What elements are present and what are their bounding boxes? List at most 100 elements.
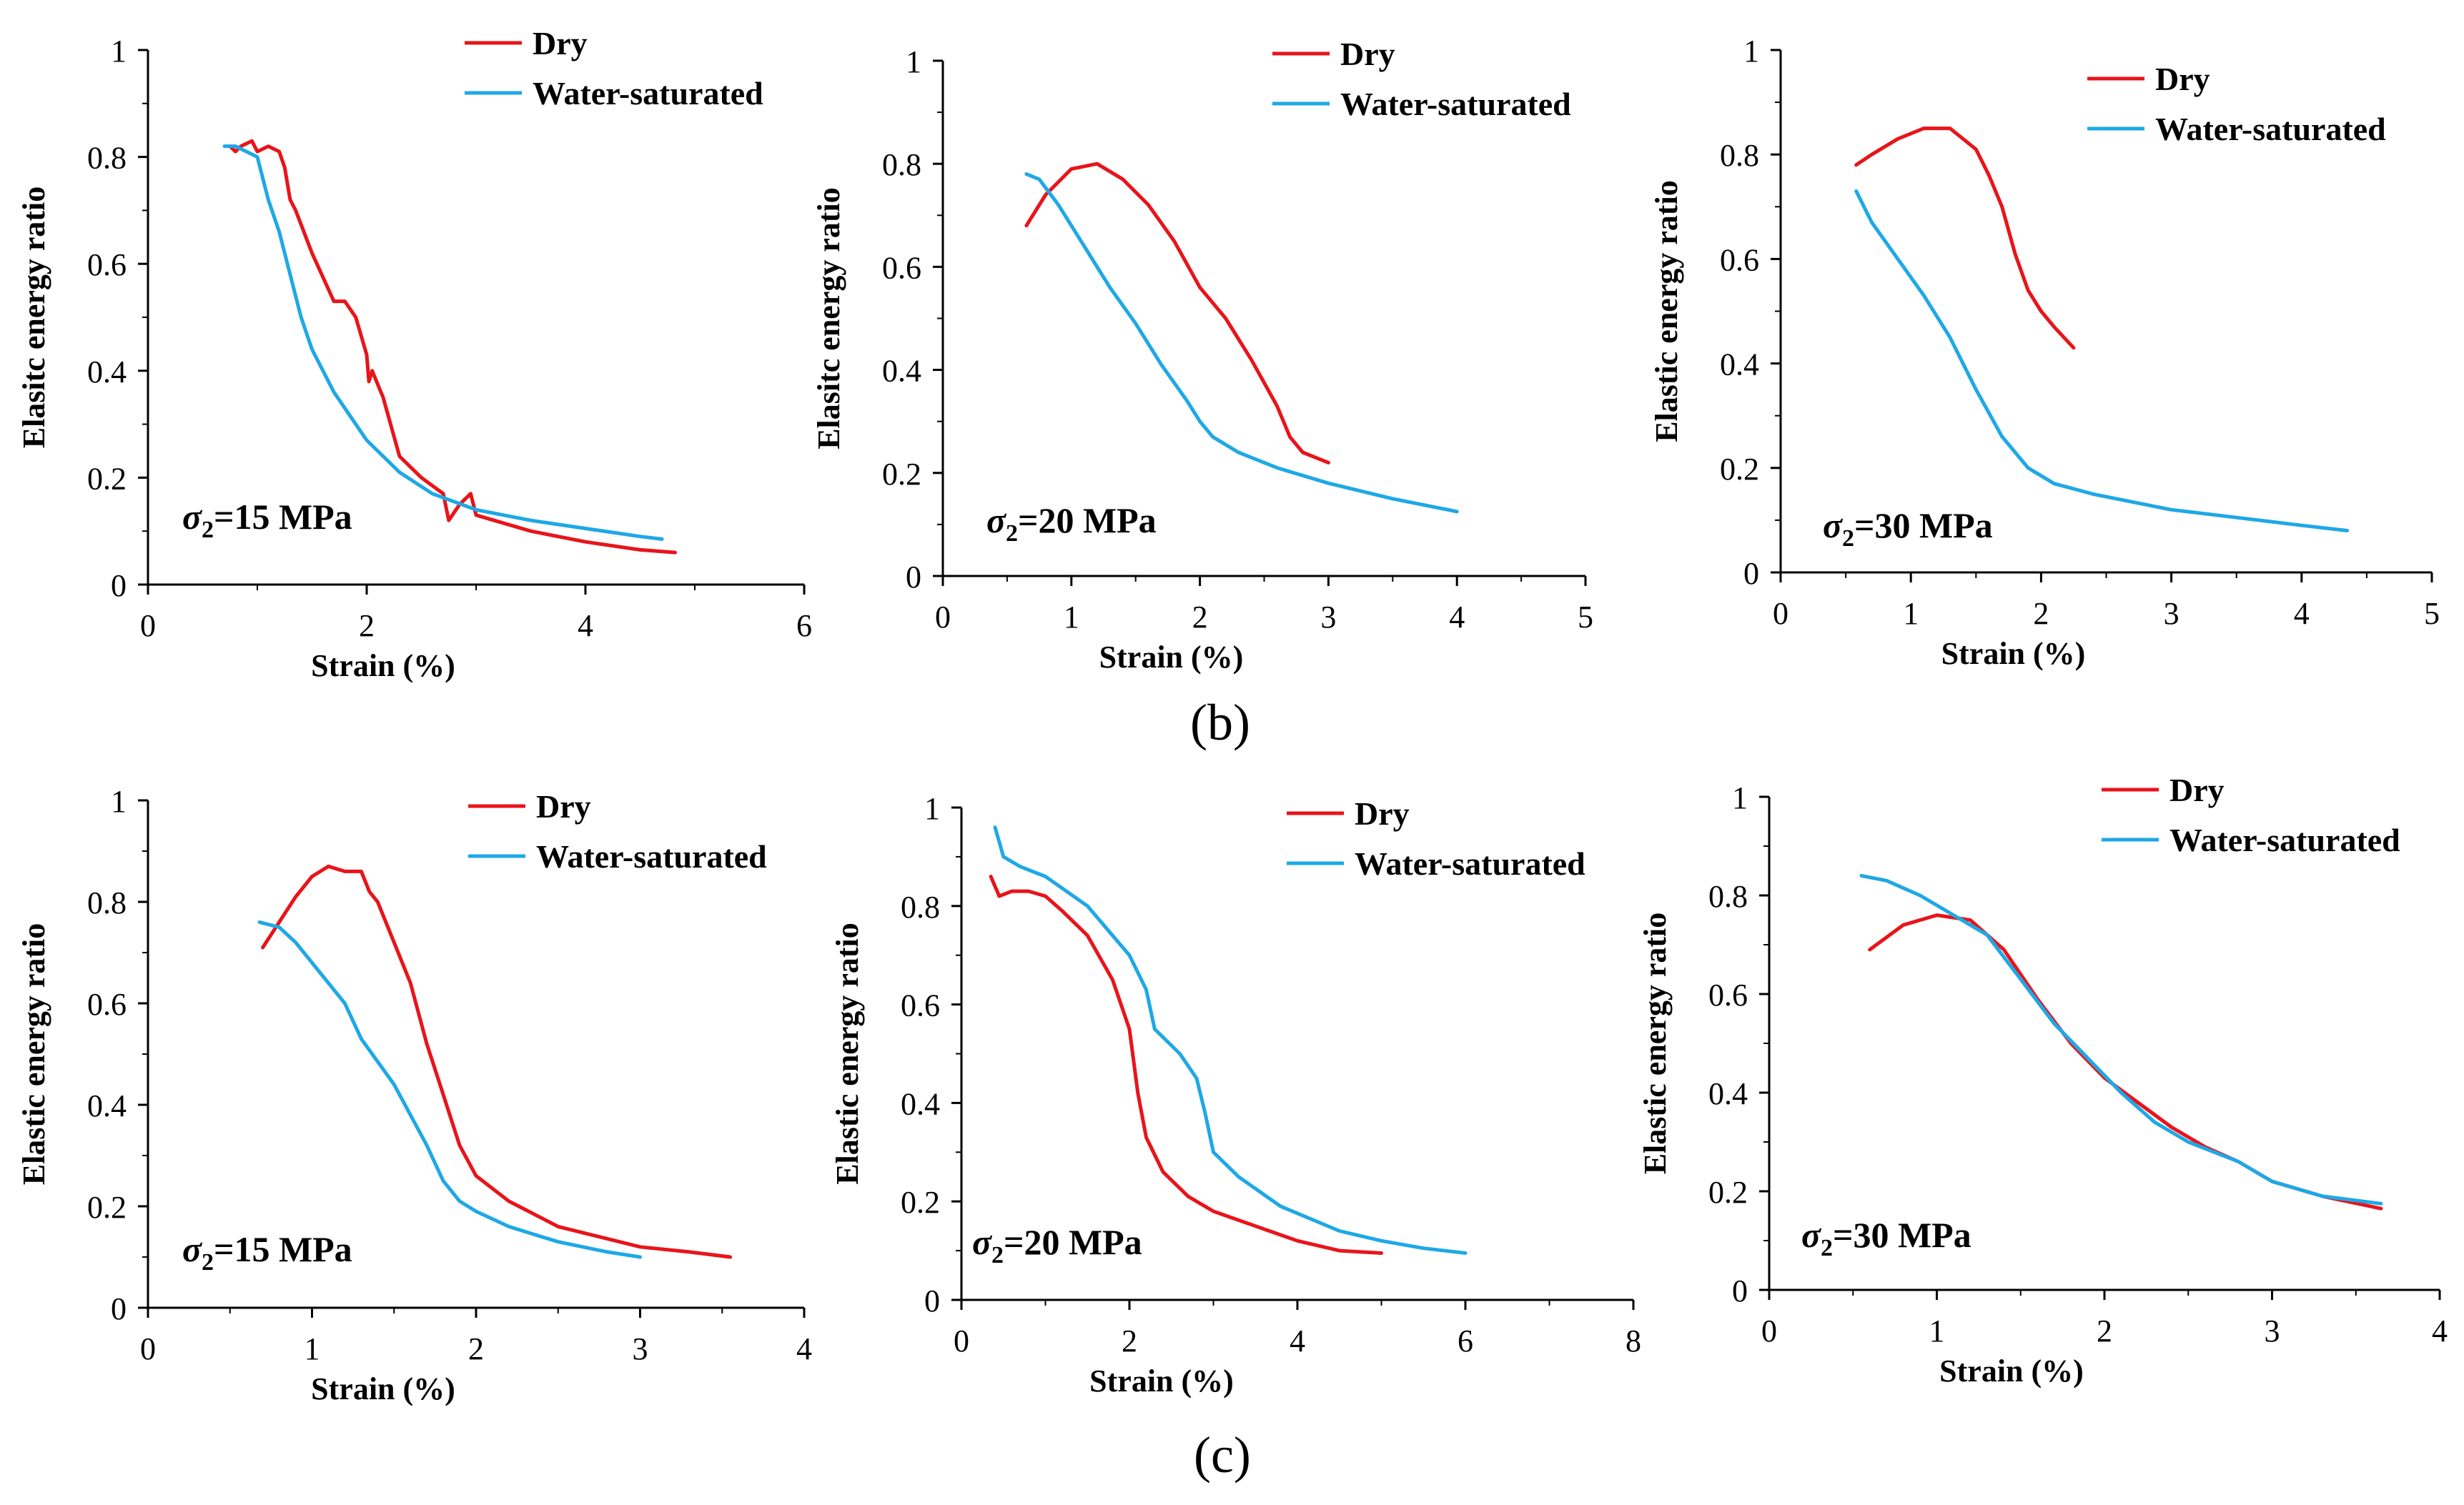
x-tick-label: 4 [1290, 1323, 1305, 1359]
series-line-water [1024, 172, 1459, 514]
chart-panel-1: 0 0.2 0.4 0.6 0.8 1 0 2 4 6 Strain (%) Elasitc ener… [16, 25, 812, 683]
y-tick-label: 0.8 [87, 141, 127, 176]
series-line-water [222, 144, 664, 541]
x-tick-label: 4 [2294, 596, 2310, 631]
x-axis-label: Strain (%) [1941, 636, 2086, 671]
y-tick-label: 0.2 [1720, 452, 1759, 487]
y-tick-label: 0.4 [1708, 1076, 1748, 1111]
stress-annotation: σ2=20 MPa [986, 500, 1157, 547]
y-tick-label: 0.4 [901, 1086, 940, 1121]
y-tick-label: 0.6 [1720, 242, 1759, 277]
x-tick-label: 0 [1773, 596, 1788, 631]
y-axis-label: Elastic energy ratio [16, 923, 51, 1186]
y-tick-label: 1 [1743, 34, 1759, 69]
y-tick-label: 0.6 [1708, 978, 1748, 1013]
x-tick-label: 1 [1064, 600, 1079, 635]
chart-panel-3: 0 0.2 0.4 0.6 0.8 1 0 1 2 3 4 5 Strain (%) Elastic en… [1649, 34, 2440, 671]
y-tick-label: 1 [924, 791, 940, 826]
legend-label-dry: Dry [2169, 772, 2225, 808]
x-tick-label: 5 [2424, 596, 2440, 631]
x-tick-label: 0 [140, 608, 156, 643]
x-tick-label: 8 [1626, 1323, 1641, 1359]
y-tick-label: 0 [111, 568, 127, 603]
legend-label-dry: Dry [1355, 795, 1410, 832]
x-tick-label: 6 [1458, 1323, 1473, 1359]
chart-panel-6: 0 0.2 0.4 0.6 0.8 1 0 1 2 3 4 Strain (%) Elastic ene… [1638, 772, 2448, 1389]
x-tick-label: 4 [2432, 1313, 2448, 1348]
y-tick-label: 0.8 [882, 147, 921, 182]
x-tick-label: 2 [2097, 1313, 2112, 1348]
y-axis-label: Elastic energy ratio [830, 923, 865, 1185]
y-tick-label: 0.4 [87, 354, 127, 389]
x-axis-label: Strain (%) [311, 1371, 455, 1406]
legend-label-dry: Dry [2155, 61, 2210, 97]
x-axis-label: Strain (%) [1099, 640, 1244, 675]
legend-label-water: Water-saturated [1355, 845, 1585, 882]
stress-annotation: σ2=15 MPa [182, 1229, 352, 1276]
x-axis-label: Strain (%) [1089, 1364, 1234, 1399]
chart-panel-2: 0 0.2 0.4 0.6 0.8 1 0 1 2 3 4 5 Strain (%) Elasitc en… [811, 36, 1593, 675]
y-tick-label: 1 [906, 44, 921, 79]
y-tick-label: 0 [906, 560, 921, 595]
series-line-dry [1854, 126, 2076, 350]
legend-label-water: Water-saturated [533, 75, 763, 111]
y-axis-label: Elastic energy ratio [1649, 180, 1684, 442]
x-tick-label: 4 [578, 608, 593, 643]
x-axis-label: Strain (%) [311, 648, 455, 683]
y-tick-label: 0.6 [882, 250, 921, 285]
y-tick-label: 0.2 [882, 457, 921, 492]
series-line-dry [228, 139, 677, 555]
y-tick-label: 0 [1732, 1273, 1748, 1308]
x-tick-label: 5 [1578, 600, 1593, 635]
y-tick-label: 0.2 [87, 461, 127, 496]
x-tick-label: 0 [1761, 1313, 1777, 1348]
series-line-water [1859, 873, 2383, 1206]
x-tick-label: 1 [305, 1331, 320, 1366]
y-tick-label: 0.6 [87, 247, 127, 282]
series-line-dry [989, 875, 1383, 1255]
y-tick-label: 0.2 [901, 1185, 940, 1220]
y-tick-label: 1 [111, 34, 127, 69]
stress-annotation: σ2=15 MPa [182, 497, 352, 543]
y-axis-label: Elasitc energy ratio [16, 187, 51, 449]
x-tick-label: 2 [468, 1331, 484, 1366]
y-tick-label: 0 [924, 1283, 940, 1318]
x-tick-label: 4 [1449, 600, 1465, 635]
y-tick-label: 0.4 [1720, 347, 1759, 382]
legend-label-water: Water-saturated [2169, 822, 2400, 858]
x-tick-label: 1 [1929, 1313, 1945, 1348]
x-tick-label: 2 [359, 608, 375, 643]
y-tick-label: 1 [1732, 780, 1748, 815]
legend-label-water: Water-saturated [536, 838, 767, 875]
stress-annotation: σ2=30 MPa [1801, 1215, 1971, 1261]
series-line-dry [1024, 162, 1330, 465]
chart-panel-5: 0 0.2 0.4 0.6 0.8 1 0 2 4 6 8 Strain (%) Elastic ene… [830, 791, 1641, 1399]
x-tick-label: 2 [2033, 596, 2049, 631]
x-tick-label: 0 [954, 1323, 969, 1359]
legend-label-water: Water-saturated [1340, 86, 1571, 122]
x-tick-label: 0 [140, 1331, 156, 1366]
x-tick-label: 3 [2164, 596, 2179, 631]
y-tick-label: 0.4 [87, 1088, 127, 1123]
y-tick-label: 0.8 [87, 885, 127, 920]
y-tick-label: 0.8 [901, 890, 940, 925]
legend-label-dry: Dry [536, 788, 591, 825]
series-line-water [1854, 189, 2350, 532]
legend-label-dry: Dry [1340, 36, 1395, 72]
y-axis-label: Elasitc energy ratio [811, 187, 846, 449]
x-tick-label: 3 [633, 1331, 648, 1366]
x-axis-label: Strain (%) [1939, 1353, 2084, 1389]
x-tick-label: 0 [935, 600, 951, 635]
series-line-water [993, 825, 1468, 1255]
panel-label-b: (b) [1190, 694, 1250, 751]
x-tick-label: 1 [1903, 596, 1919, 631]
x-tick-label: 6 [796, 608, 812, 643]
y-tick-label: 0.8 [1708, 879, 1748, 914]
x-tick-label: 3 [2265, 1313, 2280, 1348]
y-tick-label: 0.6 [901, 988, 940, 1023]
x-tick-label: 2 [1122, 1323, 1137, 1359]
y-tick-label: 0.4 [882, 354, 921, 389]
y-axis-label: Elastic energy ratio [1638, 913, 1673, 1175]
series-line-dry [261, 864, 733, 1259]
